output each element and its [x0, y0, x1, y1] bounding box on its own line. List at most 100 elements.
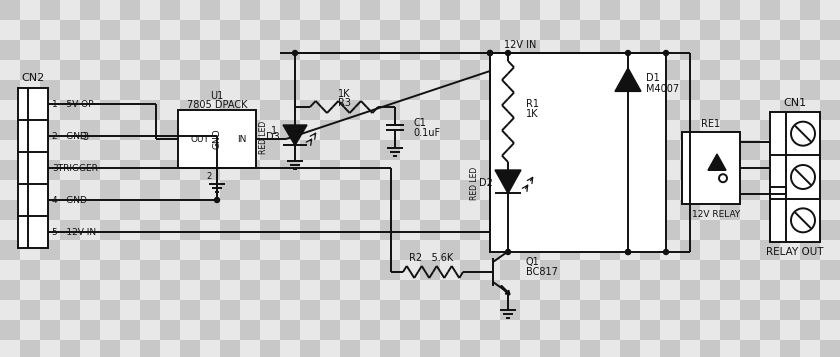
Text: BC817: BC817: [526, 267, 558, 277]
Bar: [580, 100, 600, 120]
Bar: [640, 60, 660, 80]
Bar: [780, 260, 800, 280]
Bar: [260, 20, 280, 40]
Bar: [800, 300, 820, 320]
Bar: [720, 280, 740, 300]
Bar: [400, 20, 420, 40]
Bar: [600, 80, 620, 100]
Bar: [580, 0, 600, 20]
Text: 3TRIGGER: 3TRIGGER: [52, 164, 98, 172]
Bar: [620, 320, 640, 340]
Bar: [600, 60, 620, 80]
Bar: [640, 120, 660, 140]
Bar: [420, 0, 440, 20]
Bar: [700, 320, 720, 340]
Bar: [490, 53, 666, 252]
Bar: [440, 40, 460, 60]
Bar: [120, 260, 140, 280]
Bar: [460, 100, 480, 120]
Bar: [780, 140, 800, 160]
Bar: [180, 300, 200, 320]
Bar: [620, 40, 640, 60]
Bar: [580, 300, 600, 320]
Polygon shape: [615, 68, 641, 91]
Bar: [60, 100, 80, 120]
Bar: [360, 200, 380, 220]
Bar: [340, 0, 360, 20]
Bar: [80, 320, 100, 340]
Bar: [320, 0, 340, 20]
Bar: [680, 160, 700, 180]
Bar: [700, 160, 720, 180]
Bar: [480, 140, 500, 160]
Bar: [620, 200, 640, 220]
Bar: [520, 200, 540, 220]
Bar: [220, 200, 240, 220]
Bar: [40, 60, 60, 80]
Bar: [420, 320, 440, 340]
Bar: [160, 120, 180, 140]
Bar: [760, 320, 780, 340]
Bar: [760, 200, 780, 220]
Bar: [0, 180, 20, 200]
Bar: [300, 320, 320, 340]
Bar: [660, 260, 680, 280]
Bar: [400, 100, 420, 120]
Bar: [440, 320, 460, 340]
Bar: [520, 280, 540, 300]
Bar: [0, 280, 20, 300]
Bar: [460, 60, 480, 80]
Bar: [220, 40, 240, 60]
Bar: [260, 340, 280, 357]
Bar: [620, 160, 640, 180]
Bar: [100, 200, 120, 220]
Bar: [800, 20, 820, 40]
Bar: [280, 0, 300, 20]
Circle shape: [664, 50, 669, 55]
Bar: [120, 100, 140, 120]
Bar: [420, 260, 440, 280]
Bar: [260, 280, 280, 300]
Bar: [40, 220, 60, 240]
Bar: [240, 100, 260, 120]
Bar: [80, 340, 100, 357]
Bar: [580, 340, 600, 357]
Bar: [700, 80, 720, 100]
Bar: [580, 20, 600, 40]
Bar: [820, 200, 840, 220]
Bar: [760, 280, 780, 300]
Bar: [300, 260, 320, 280]
Bar: [440, 180, 460, 200]
Bar: [720, 100, 740, 120]
Bar: [720, 300, 740, 320]
Bar: [560, 280, 580, 300]
Bar: [640, 40, 660, 60]
Bar: [40, 80, 60, 100]
Bar: [60, 160, 80, 180]
Bar: [540, 180, 560, 200]
Bar: [700, 0, 720, 20]
Bar: [40, 140, 60, 160]
Bar: [280, 20, 300, 40]
Bar: [420, 200, 440, 220]
Bar: [360, 320, 380, 340]
Bar: [680, 0, 700, 20]
Bar: [220, 260, 240, 280]
Bar: [480, 80, 500, 100]
Bar: [780, 300, 800, 320]
Bar: [300, 20, 320, 40]
Bar: [520, 80, 540, 100]
Bar: [280, 180, 300, 200]
Bar: [340, 200, 360, 220]
Circle shape: [487, 50, 492, 55]
Bar: [460, 160, 480, 180]
Bar: [40, 240, 60, 260]
Bar: [400, 40, 420, 60]
Bar: [500, 200, 520, 220]
Bar: [680, 180, 700, 200]
Bar: [420, 280, 440, 300]
Bar: [440, 120, 460, 140]
Bar: [740, 240, 760, 260]
Bar: [340, 180, 360, 200]
Bar: [340, 340, 360, 357]
